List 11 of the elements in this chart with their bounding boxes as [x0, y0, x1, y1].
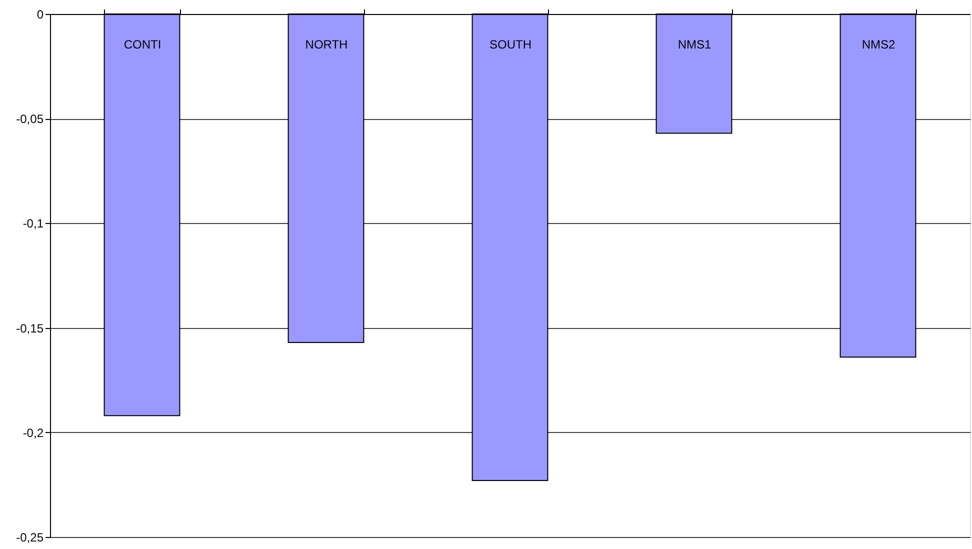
y-tick-label: -0,25: [16, 530, 44, 544]
x-tick-label: CONTI: [124, 38, 162, 52]
y-tick-label: 0: [36, 8, 44, 22]
x-tick-label: NMS2: [862, 38, 896, 52]
x-tick-label: SOUTH: [490, 38, 532, 52]
y-tick-label: -0,2: [22, 426, 44, 440]
x-tick-label: NORTH: [305, 38, 348, 52]
x-tick-label: NMS1: [678, 38, 712, 52]
y-tick-label: -0,05: [16, 112, 44, 126]
y-tick-label: -0,15: [16, 321, 44, 336]
y-tick-label: -0,1: [22, 216, 44, 231]
